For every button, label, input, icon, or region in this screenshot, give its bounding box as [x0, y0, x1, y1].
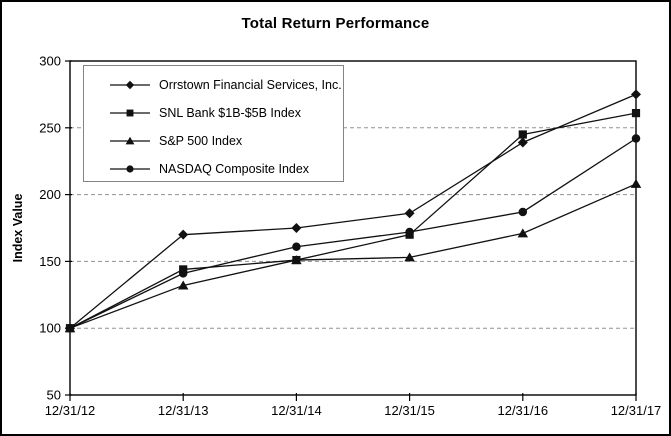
- series-line: [69, 93, 637, 329]
- diamond-marker-icon: [178, 229, 189, 240]
- circle-marker-icon: [631, 134, 641, 143]
- square-marker-icon: [631, 109, 641, 118]
- triangle-marker-icon: [517, 228, 529, 238]
- legend-label: SNL Bank $1B-$5B Index: [159, 106, 301, 120]
- chart-title: Total Return Performance: [241, 15, 430, 32]
- square-marker-icon: [65, 324, 75, 333]
- circle-marker-icon: [126, 165, 134, 173]
- diamond-marker-icon: [125, 80, 135, 90]
- plot-box: [69, 60, 637, 396]
- y-tick-label: 100: [39, 321, 61, 336]
- x-tick-label: 12/31/17: [611, 403, 662, 418]
- y-tick-label: 200: [39, 187, 61, 202]
- triangle-marker-icon: [110, 136, 150, 145]
- series-line: [69, 112, 637, 329]
- x-tick-label: 12/31/14: [271, 403, 322, 418]
- square-marker-icon: [405, 230, 414, 239]
- legend-label: Orrstown Financial Services, Inc.: [159, 78, 342, 92]
- x-tick-label: 12/31/13: [158, 403, 209, 418]
- y-tick-label: 300: [39, 54, 61, 69]
- y-tick-label: 50: [47, 388, 61, 403]
- square-marker-icon: [110, 109, 150, 117]
- series-line: [69, 137, 637, 329]
- legend-item: S&P 500 Index: [110, 127, 343, 155]
- diamond-marker-icon: [404, 208, 415, 219]
- legend-label: NASDAQ Composite Index: [159, 162, 310, 176]
- legend-box: Orrstown Financial Services, Inc. SNL Ba…: [83, 65, 344, 182]
- triangle-marker-icon: [630, 178, 642, 188]
- square-marker-icon: [179, 265, 188, 274]
- legend-item: SNL Bank $1B-$5B Index: [110, 99, 343, 127]
- circle-marker-icon: [292, 242, 301, 251]
- square-marker-icon: [518, 130, 527, 139]
- series-line: [69, 183, 637, 329]
- circle-marker-icon: [110, 165, 150, 173]
- square-marker-icon: [292, 255, 301, 265]
- triangle-marker-icon: [177, 280, 189, 290]
- legend-item: Orrstown Financial Services, Inc.: [110, 71, 343, 99]
- y-tick-label: 250: [39, 120, 61, 135]
- diamond-marker-icon: [110, 80, 150, 90]
- x-tick-label: 12/31/12: [45, 403, 96, 418]
- legend-item: NASDAQ Composite Index: [110, 155, 343, 183]
- triangle-marker-icon: [125, 136, 135, 145]
- x-tick-label: 12/31/16: [497, 403, 548, 418]
- legend-label: S&P 500 Index: [159, 134, 243, 148]
- x-tick-label: 12/31/15: [384, 403, 435, 418]
- square-marker-icon: [126, 109, 134, 117]
- diamond-marker-icon: [517, 137, 528, 148]
- y-tick-label: 150: [39, 254, 61, 269]
- circle-marker-icon: [518, 207, 528, 217]
- diamond-marker-icon: [291, 223, 302, 233]
- triangle-marker-icon: [404, 252, 415, 262]
- diamond-marker-icon: [631, 89, 641, 100]
